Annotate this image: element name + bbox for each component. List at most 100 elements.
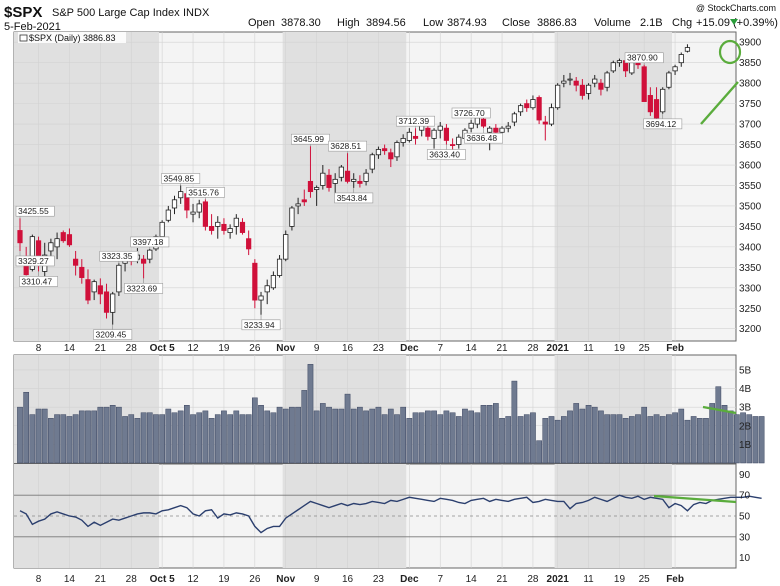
date-tick-label: 8 [36,343,42,354]
volume-bar [598,410,604,464]
volume-bar [635,414,641,464]
candle-body [190,211,196,215]
candle-body [660,88,666,113]
uptrend-line [700,81,739,125]
volume-bar [128,414,135,464]
candle-body [443,127,450,141]
volume-bar [387,408,394,464]
volume-tick-label: 2B [739,421,752,432]
volume-bar [109,405,116,464]
candle-body [425,127,431,137]
annotation-box [396,115,435,127]
date-tick-label: 11 [583,574,594,585]
price-axis: 3200 3250 3300 3350 3400 3450 3500 3550 3600 3650… [739,38,762,335]
price-tick-label: 3350 [739,263,762,274]
volume-bar [72,414,79,464]
candle-body [73,258,79,266]
candle-body [616,60,623,64]
date-tick-label: 25 [639,343,651,354]
index-name: S&P 500 Large Cap Index [52,7,180,19]
volume-tick-label: 5B [739,365,752,376]
candle-body [295,203,301,207]
volume-bar [740,412,746,464]
candle-body [227,228,233,233]
date-tick-label: Oct 5 [150,574,175,585]
candle-body [202,201,208,227]
annotation-box [328,140,367,152]
volume-bar [196,412,203,464]
volume-bars [17,364,765,464]
candle-body [252,262,258,301]
candle-body [505,125,511,129]
chg-value: +15.09 (+0.39%) [696,17,778,29]
date-tick-label: 16 [342,574,354,585]
date-tick-label: 28 [527,574,539,585]
volume-bar [313,410,320,464]
volume-bar [270,412,277,464]
date-tick-label: 19 [218,574,230,585]
price-tick-label: 3300 [739,283,762,294]
volume-bar [560,416,567,464]
date-tick-label: 16 [342,343,354,354]
volume-bar [171,412,178,464]
volume-bar [85,410,91,464]
volume-bar [369,408,376,464]
volume-value: 2.1B [640,17,663,29]
candle-body [653,99,660,119]
date-tick-label: Oct 5 [150,343,175,354]
candle-body [610,62,616,72]
annotation-label: 3870.90 [627,53,658,63]
volume-bar [542,418,549,464]
date-tick-label: 21 [496,574,508,585]
candle-body [561,80,567,84]
annotation-label: 3628.51 [330,141,361,151]
annotation-box [124,283,164,294]
candle-body [548,107,555,125]
volume-bar [153,414,159,464]
volume-bar [258,405,264,464]
annotation-box [451,107,491,119]
volume-bar [406,418,413,464]
rsi-line [19,494,762,534]
candle-body [258,295,264,301]
legend-candle-icon [19,34,28,42]
annotation-box [464,132,503,144]
annotation-label: 3645.99 [293,134,324,144]
price-tick-label: 3200 [739,324,762,335]
candle-body [147,249,153,260]
rsi-tick-label: 10 [739,553,751,564]
volume-bar [548,416,555,464]
volume-trend-line [702,405,737,415]
high-value: 3894.56 [366,17,406,29]
candle-body [54,238,60,248]
annotation-label: 3543.84 [337,193,368,203]
candle-body [270,275,276,289]
volume-bar [264,410,271,464]
volume-bar [307,364,314,464]
volume-bar [505,416,512,464]
volume-bar [752,416,759,464]
rsi-tick-label: 30 [739,532,751,543]
price-annotations: 3425.55 3329.27 3310.47 3323.35 3209.45 3397.… [15,52,683,340]
volume-bar [29,414,36,464]
highlight-circle [718,39,742,65]
candle-body [165,209,171,221]
candle-body [110,293,116,313]
volume-bar [221,410,227,464]
date-tick-label: 12 [187,343,199,354]
volume-bar [610,414,617,464]
annotation-box [99,250,139,262]
annotation-box [185,187,225,198]
date-tick-label: 26 [249,343,261,354]
annotation-box [15,255,55,267]
volume-bar [480,405,487,464]
volume-bar [295,406,301,464]
low-value: 3874.93 [447,17,487,29]
volume-bar [616,414,623,464]
watermark: @ StockCharts.com [696,3,776,13]
candle-body [394,142,400,158]
candle-body [388,152,394,160]
candle-body [598,82,604,90]
month-band [554,32,672,341]
rsi-grid [14,464,736,568]
